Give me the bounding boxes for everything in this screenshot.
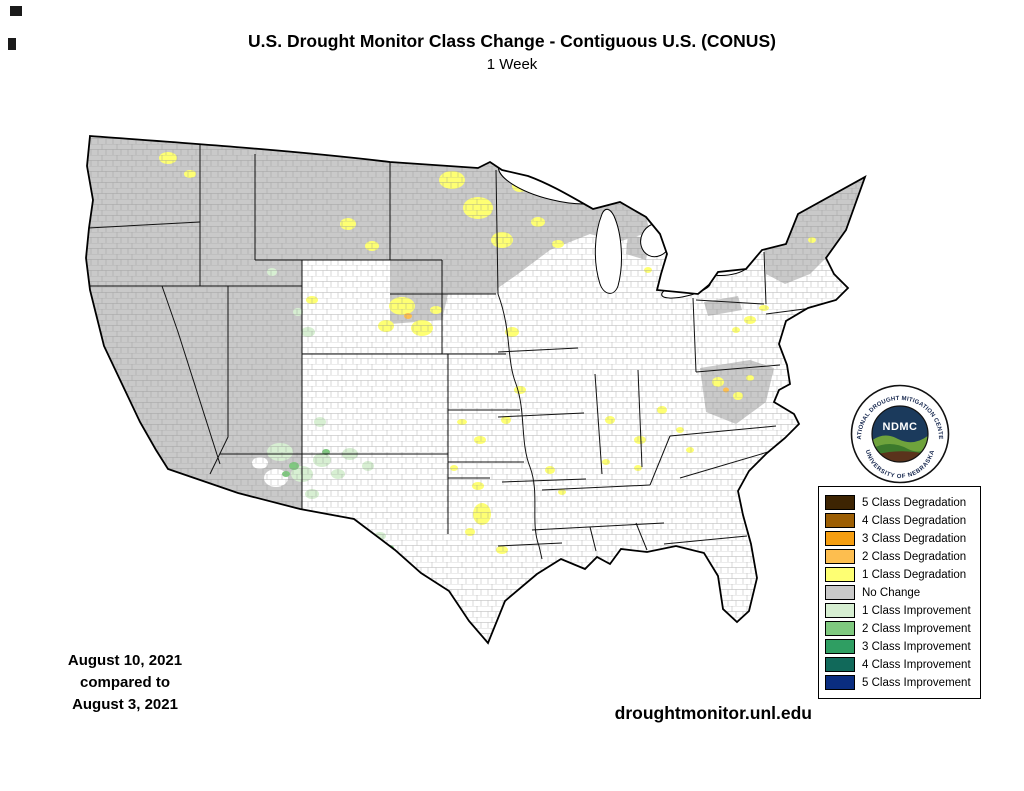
- ndmc-logo: NATIONAL DROUGHT MITIGATION CENTER UNIVE…: [850, 384, 950, 484]
- registration-mark: [8, 38, 16, 50]
- legend-row: No Change: [825, 585, 971, 600]
- legend-swatch: [825, 657, 855, 672]
- legend-label: 5 Class Degradation: [862, 496, 967, 509]
- legend-label: No Change: [862, 586, 921, 599]
- us-outline: [85, 135, 867, 645]
- legend-swatch: [825, 585, 855, 600]
- legend-row: 2 Class Degradation: [825, 549, 971, 564]
- legend-row: 2 Class Improvement: [825, 621, 971, 636]
- page-subtitle: 1 Week: [486, 56, 538, 73]
- legend-row: 5 Class Improvement: [825, 675, 971, 690]
- legend-swatch: [825, 639, 855, 654]
- legend-label: 3 Class Degradation: [862, 532, 967, 545]
- legend-label: 2 Class Improvement: [862, 622, 971, 635]
- legend-row: 3 Class Degradation: [825, 531, 971, 546]
- logo-inner-ring: [871, 405, 929, 463]
- legend-row: 4 Class Degradation: [825, 513, 971, 528]
- website-url: droughtmonitor.unl.edu: [614, 703, 812, 723]
- county-grid: [86, 136, 865, 643]
- legend-row: 3 Class Improvement: [825, 639, 971, 654]
- conus-map: [85, 135, 867, 645]
- legend-label: 3 Class Improvement: [862, 640, 971, 653]
- legend-label: 5 Class Improvement: [862, 676, 971, 689]
- legend-swatch: [825, 675, 855, 690]
- legend-row: 1 Class Degradation: [825, 567, 971, 582]
- legend-row: 1 Class Improvement: [825, 603, 971, 618]
- legend-row: 4 Class Improvement: [825, 657, 971, 672]
- legend-swatch: [825, 603, 855, 618]
- legend-swatch: [825, 567, 855, 582]
- legend-row: 5 Class Degradation: [825, 495, 971, 510]
- logo-center-text: NDMC: [883, 421, 918, 433]
- date-current: August 10, 2021: [67, 652, 183, 669]
- comparison-dates: August 10, 2021 compared to August 3, 20…: [20, 650, 230, 715]
- date-compared-label: compared to: [79, 673, 170, 691]
- legend-swatch: [825, 495, 855, 510]
- state-borders: [86, 142, 813, 560]
- legend-swatch: [825, 549, 855, 564]
- registration-mark: [10, 6, 22, 16]
- legend-label: 1 Class Degradation: [862, 568, 967, 581]
- legend-swatch: [825, 531, 855, 546]
- legend-label: 1 Class Improvement: [862, 604, 971, 617]
- page-title: U.S. Drought Monitor Class Change - Cont…: [248, 31, 776, 51]
- legend-swatch: [825, 513, 855, 528]
- legend-label: 2 Class Degradation: [862, 550, 967, 563]
- date-previous: August 3, 2021: [72, 695, 178, 713]
- lake-michigan: [594, 208, 622, 294]
- legend: 5 Class Degradation 4 Class Degradation …: [818, 486, 981, 699]
- legend-label: 4 Class Degradation: [862, 514, 967, 527]
- legend-label: 4 Class Improvement: [862, 658, 971, 671]
- legend-swatch: [825, 621, 855, 636]
